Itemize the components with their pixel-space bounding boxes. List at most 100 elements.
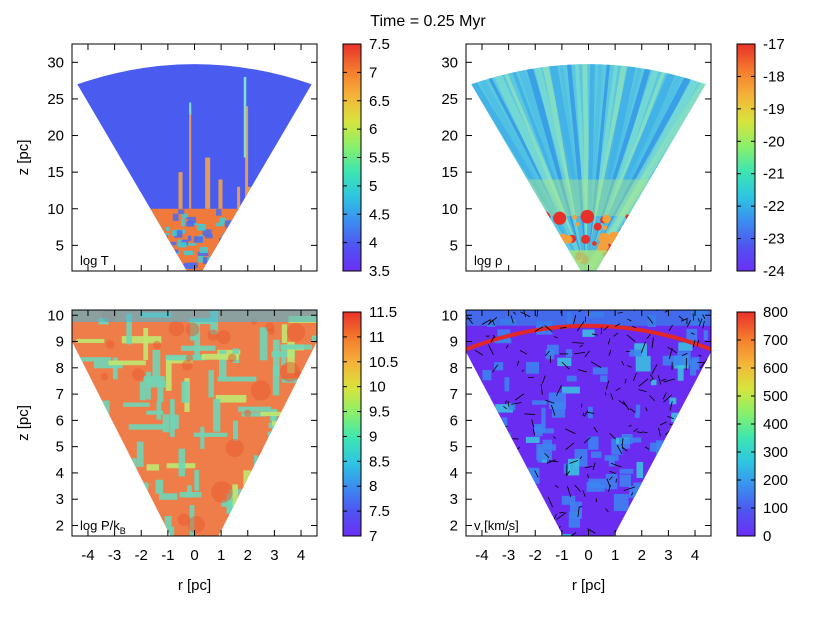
y-tick-label: 5 — [450, 237, 458, 254]
axes-rho: 30 25 20 15 10 5 log ρ -17 -18 -19 -20 -21 -22 -23 -24 — [441, 36, 784, 280]
y-tick-label: 10 — [47, 201, 64, 218]
y-tick-label: 8 — [450, 360, 458, 377]
colorbar-tick-label: 4 — [369, 235, 377, 252]
colorbar-tick-label: -20 — [763, 133, 785, 150]
x-axis-label: r [pc] — [572, 577, 605, 594]
colorbar-tick-label: 8.5 — [369, 453, 390, 470]
y-tick-label: 7 — [56, 386, 64, 403]
x-tick-label: -3 — [108, 547, 121, 564]
y-tick-label: 25 — [441, 91, 458, 108]
panel-log-t — [77, 64, 312, 271]
colorbar-tick-label: 10 — [369, 379, 386, 396]
colorbar-tick-label: -23 — [763, 231, 785, 248]
colorbar-tick-label: 7.5 — [369, 503, 390, 520]
x-tick-label: 3 — [270, 547, 278, 564]
y-tick-label: 6 — [56, 412, 64, 429]
y-tick-label: 20 — [441, 128, 458, 145]
x-tick-label: -1 — [161, 547, 174, 564]
x-tick-label: -4 — [475, 547, 488, 564]
colorbar-gradient — [342, 311, 362, 537]
colorbar-tick-label: 200 — [763, 472, 788, 489]
temperature-wedge — [77, 64, 312, 271]
x-tick-label: -2 — [135, 547, 148, 564]
velocity-cone — [466, 310, 711, 536]
colorbar-tick-label: 400 — [763, 416, 788, 433]
y-tick-label: 30 — [441, 54, 458, 71]
y-tick-label: 2 — [450, 517, 458, 534]
shock-shell — [466, 323, 711, 352]
y-tick-label: 9 — [56, 334, 64, 351]
quantity-label: log T — [80, 253, 109, 268]
y-tick-label: 30 — [47, 54, 64, 71]
y-tick-label: 2 — [56, 517, 64, 534]
x-tick-label: 2 — [638, 547, 646, 564]
colorbar-tick-label: 4.5 — [369, 206, 390, 223]
pressure-cone — [72, 310, 317, 536]
y-tick-label: 4 — [450, 465, 458, 482]
colorbar-tick-label: 5.5 — [369, 150, 390, 167]
y-tick-label: 5 — [56, 237, 64, 254]
x-tick-label: 0 — [584, 547, 592, 564]
colorbar-tick-label: -21 — [763, 166, 785, 183]
y-tick-label: 6 — [450, 412, 458, 429]
figure-title: Time = 0.25 Myr — [370, 13, 486, 30]
colorbar-tick-label: 500 — [763, 388, 788, 405]
y-tick-label: 5 — [56, 439, 64, 456]
colorbar-tick-label: -24 — [763, 263, 785, 280]
x-tick-label: 2 — [244, 547, 252, 564]
colorbar-tick-label: 8 — [369, 478, 377, 495]
axes-T: 30 25 20 15 10 5 z [pc] log T 7.5 7 6.5 6 5.5 5 4.5 4 3.… — [15, 36, 390, 280]
colorbar-tick-label: 300 — [763, 444, 788, 461]
colorbar-tick-label: -19 — [763, 101, 785, 118]
y-tick-label: 25 — [47, 91, 64, 108]
colorbar-tick-label: 5 — [369, 178, 377, 195]
colorbar-tick-label: 9.5 — [369, 404, 390, 421]
y-tick-label: 15 — [47, 164, 64, 181]
colorbar-tick-label: 7 — [369, 528, 377, 545]
y-tick-label: 3 — [450, 491, 458, 508]
x-tick-label: 4 — [691, 547, 699, 564]
colorbar-tick-label: 600 — [763, 360, 788, 377]
axes-P: -4 -3 -2 -1 0 1 2 3 4 10 9 8 7 6 5 4 3 2 z [pc] r [pc] log P… — [15, 304, 398, 594]
y-tick-label: 7 — [450, 386, 458, 403]
colorbar-tick-label: -22 — [763, 198, 785, 215]
y-tick-label: 15 — [441, 164, 458, 181]
colorbar-tick-label: 700 — [763, 332, 788, 349]
y-tick-label: 20 — [47, 128, 64, 145]
y-tick-label: 10 — [47, 307, 64, 324]
y-axis-label: z [pc] — [15, 140, 32, 176]
quantity-label: log P/kB — [80, 518, 126, 536]
y-tick-label: 3 — [56, 491, 64, 508]
colorbar-tick-label: 7.5 — [369, 36, 390, 53]
colorbar-tick-label: 800 — [763, 304, 788, 321]
colorbar-tick-label: 11 — [369, 329, 385, 346]
y-axis-label: z [pc] — [15, 405, 32, 441]
panel-velocity — [466, 310, 711, 536]
axes-v: -4 -3 -2 -1 0 1 2 3 4 10 9 8 7 6 5 4 3 2 r [pc] v [km/s] 800… — [441, 304, 788, 594]
x-tick-label: 3 — [664, 547, 672, 564]
y-tick-label: 10 — [441, 307, 458, 324]
colorbar-tick-label: 6 — [369, 121, 377, 138]
colorbar-tick-label: 10.5 — [369, 354, 398, 371]
x-tick-label: 1 — [217, 547, 225, 564]
colorbar-tick-label: 0 — [763, 528, 771, 545]
colorbar-tick-label: 11.5 — [369, 304, 397, 321]
quantity-label: log ρ — [474, 253, 502, 268]
x-tick-label: -2 — [529, 547, 542, 564]
x-tick-label: -3 — [502, 547, 515, 564]
y-tick-label: 8 — [56, 360, 64, 377]
x-tick-label: 4 — [297, 547, 305, 564]
y-tick-label: 10 — [441, 201, 458, 218]
quantity-label: v [km/s] — [474, 518, 519, 533]
colorbar: 7.5 7 6.5 6 5.5 5 4.5 4 3.5 — [342, 36, 390, 280]
colorbar: -17 -18 -19 -20 -21 -22 -23 -24 — [736, 36, 785, 280]
colorbar: 800 700 600 500 400 300 200 100 0 — [736, 304, 788, 545]
y-tick-label: 5 — [450, 439, 458, 456]
y-tick-label: 4 — [56, 465, 64, 482]
colorbar-tick-label: 3.5 — [369, 263, 390, 280]
x-axis-label: r [pc] — [178, 577, 211, 594]
colorbar-tick-label: 7 — [369, 64, 377, 81]
colorbar: 11.5 11 10.5 10 9.5 9 8.5 8 7.5 7 — [342, 304, 398, 545]
velocity-field — [466, 310, 711, 536]
